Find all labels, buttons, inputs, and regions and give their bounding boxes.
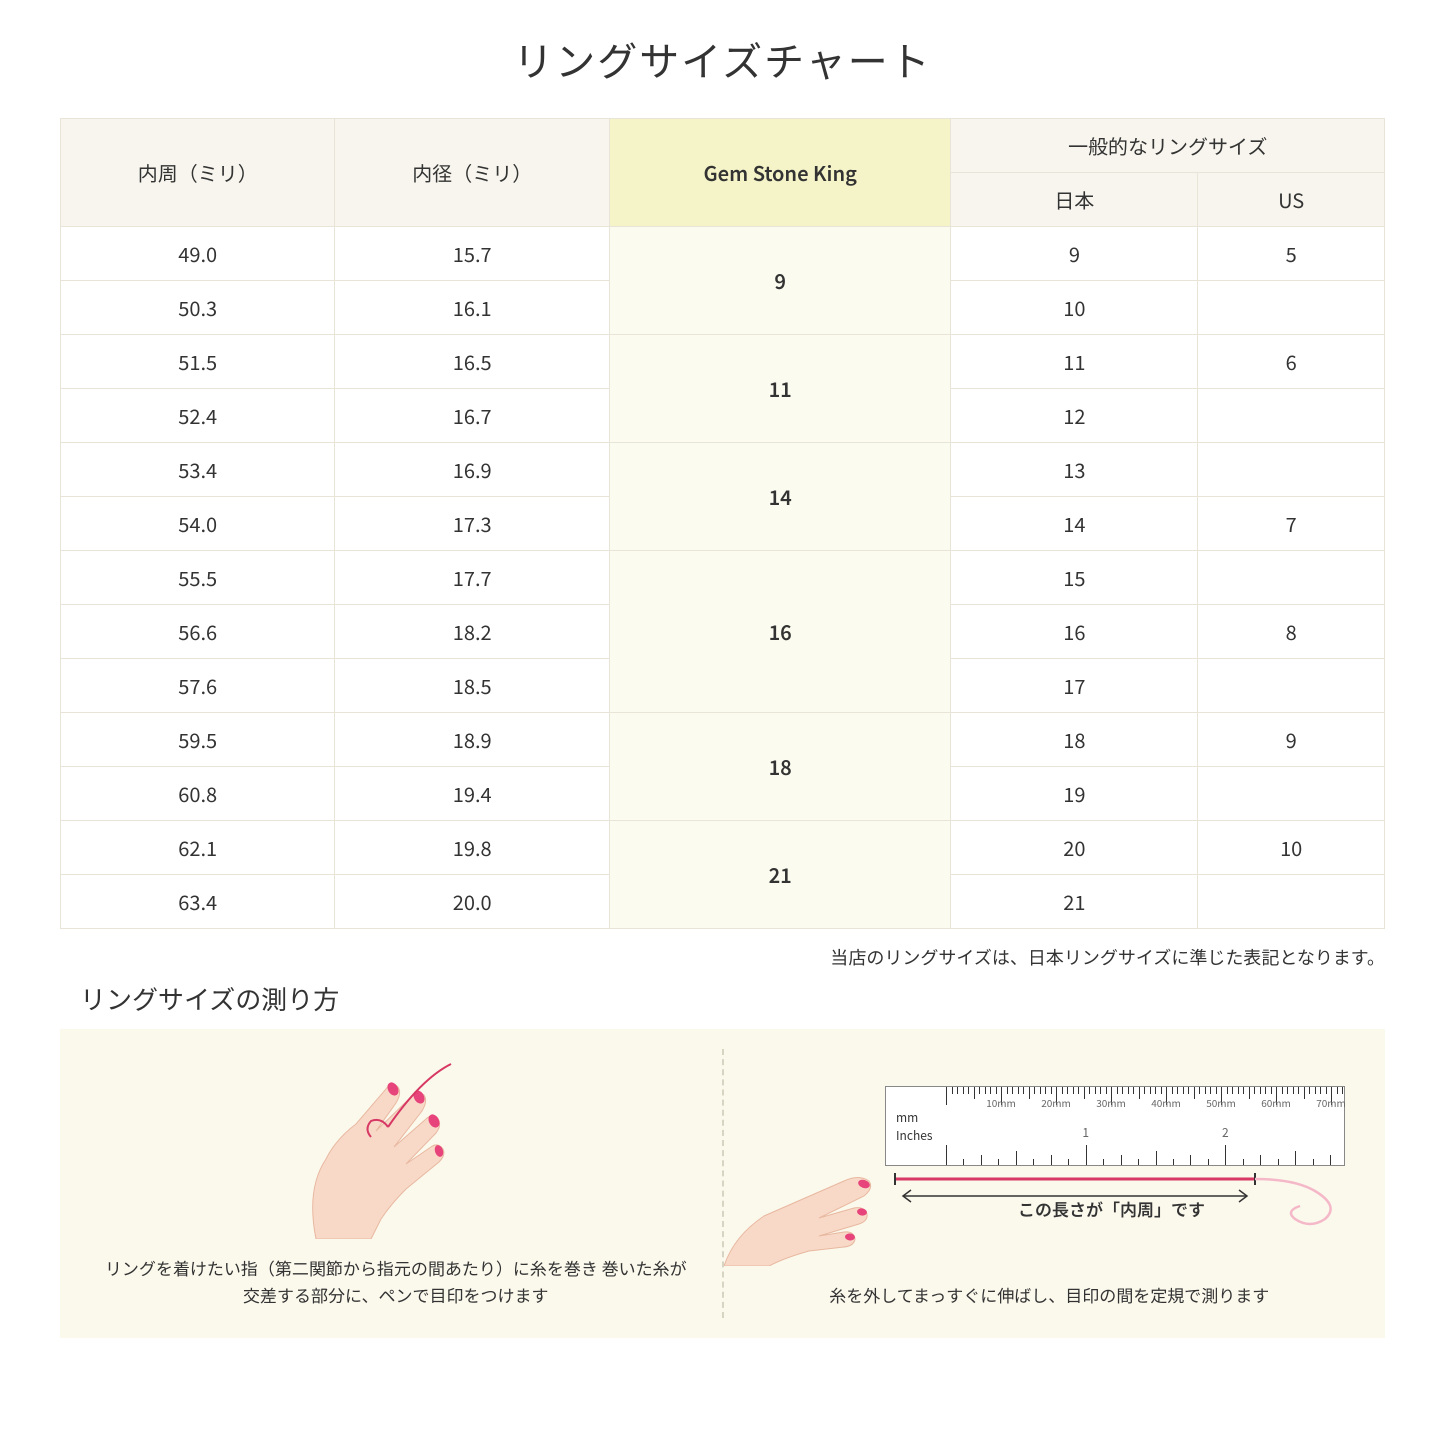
cell-diameter: 16.9 [335, 443, 609, 497]
cell-us: 6 [1198, 335, 1385, 389]
measure-label: この長さが「内周」です [1018, 1196, 1205, 1221]
cell-circumference: 62.1 [61, 821, 335, 875]
cell-japan: 21 [951, 875, 1198, 929]
cell-diameter: 17.3 [335, 497, 609, 551]
cell-gsk: 16 [609, 551, 950, 713]
cell-japan: 17 [951, 659, 1198, 713]
cell-japan: 19 [951, 767, 1198, 821]
cell-japan: 18 [951, 713, 1198, 767]
cell-circumference: 56.6 [61, 605, 335, 659]
cell-us: 10 [1198, 821, 1385, 875]
table-row: 62.119.8212010 [61, 821, 1385, 875]
cell-us: 9 [1198, 713, 1385, 767]
howto-left-caption: リングを着けたい指（第二関節から指元の間あたり）に糸を巻き 巻いた糸が交差する部… [100, 1254, 692, 1308]
cell-circumference: 59.5 [61, 713, 335, 767]
cell-us [1198, 281, 1385, 335]
cell-circumference: 53.4 [61, 443, 335, 497]
ruler-mm-mark: 50mm [1206, 1095, 1236, 1110]
cell-us: 5 [1198, 227, 1385, 281]
size-note: 当店のリングサイズは、日本リングサイズに準じた表記となります。 [60, 944, 1385, 970]
cell-diameter: 18.2 [335, 605, 609, 659]
cell-us [1198, 767, 1385, 821]
cell-japan: 14 [951, 497, 1198, 551]
header-japan: 日本 [951, 173, 1198, 227]
cell-gsk: 14 [609, 443, 950, 551]
cell-diameter: 18.5 [335, 659, 609, 713]
cell-us: 7 [1198, 497, 1385, 551]
table-row: 55.517.71615 [61, 551, 1385, 605]
cell-us [1198, 389, 1385, 443]
cell-circumference: 60.8 [61, 767, 335, 821]
cell-us: 8 [1198, 605, 1385, 659]
table-row: 59.518.918189 [61, 713, 1385, 767]
page-title: リングサイズチャート [60, 30, 1385, 88]
cell-circumference: 50.3 [61, 281, 335, 335]
cell-diameter: 20.0 [335, 875, 609, 929]
cell-japan: 12 [951, 389, 1198, 443]
cell-us [1198, 875, 1385, 929]
hand-pointing-icon [724, 1146, 924, 1266]
header-gsk: Gem Stone King [609, 119, 950, 227]
cell-diameter: 16.5 [335, 335, 609, 389]
ruler-in-label: Inches [896, 1127, 933, 1144]
header-diameter: 内径（ミリ） [335, 119, 609, 227]
header-general: 一般的なリングサイズ [951, 119, 1385, 173]
howto-section: リングを着けたい指（第二関節から指元の間あたり）に糸を巻き 巻いた糸が交差する部… [60, 1029, 1385, 1338]
cell-diameter: 19.4 [335, 767, 609, 821]
ruler-mm-mark: 60mm [1261, 1095, 1291, 1110]
cell-us [1198, 551, 1385, 605]
header-circumference: 内周（ミリ） [61, 119, 335, 227]
table-row: 51.516.511116 [61, 335, 1385, 389]
cell-circumference: 54.0 [61, 497, 335, 551]
ruler-in-mark: 1 [1082, 1124, 1089, 1141]
cell-circumference: 55.5 [61, 551, 335, 605]
cell-circumference: 51.5 [61, 335, 335, 389]
cell-japan: 16 [951, 605, 1198, 659]
hand-with-thread-icon [256, 1059, 536, 1239]
ruler-mm-mark: 20mm [1041, 1095, 1071, 1110]
cell-japan: 20 [951, 821, 1198, 875]
cell-circumference: 52.4 [61, 389, 335, 443]
cell-diameter: 16.1 [335, 281, 609, 335]
cell-gsk: 11 [609, 335, 950, 443]
ruler-mm-label: mm [896, 1109, 918, 1126]
cell-diameter: 17.7 [335, 551, 609, 605]
cell-us [1198, 443, 1385, 497]
ruler-in-mark: 2 [1222, 1124, 1229, 1141]
size-chart-table: 内周（ミリ） 内径（ミリ） Gem Stone King 一般的なリングサイズ … [60, 118, 1385, 929]
ruler-mm-mark: 10mm [986, 1095, 1016, 1110]
cell-gsk: 21 [609, 821, 950, 929]
cell-japan: 15 [951, 551, 1198, 605]
cell-diameter: 19.8 [335, 821, 609, 875]
howto-right-caption: 糸を外してまっすぐに伸ばし、目印の間を定規で測ります [829, 1281, 1269, 1308]
cell-diameter: 16.7 [335, 389, 609, 443]
ruler-mm-mark: 70mm [1316, 1095, 1346, 1110]
howto-left-panel: リングを着けたい指（第二関節から指元の間あたり）に糸を巻き 巻いた糸が交差する部… [80, 1049, 712, 1318]
cell-circumference: 57.6 [61, 659, 335, 713]
ruler-mm-mark: 30mm [1096, 1095, 1126, 1110]
cell-circumference: 49.0 [61, 227, 335, 281]
table-row: 49.015.7995 [61, 227, 1385, 281]
cell-gsk: 9 [609, 227, 950, 335]
ruler-mm-mark: 40mm [1151, 1095, 1181, 1110]
howto-right-panel: mm Inches 10mm 20mm 30mm 40mm 50mm 60mm 70mm 1 2… [734, 1049, 1366, 1318]
ruler-icon: mm Inches 10mm 20mm 30mm 40mm 50mm 60mm 70mm 1 2 [885, 1086, 1345, 1166]
cell-us [1198, 659, 1385, 713]
howto-title: リングサイズの測り方 [80, 980, 1385, 1017]
table-row: 53.416.91413 [61, 443, 1385, 497]
cell-japan: 10 [951, 281, 1198, 335]
cell-japan: 9 [951, 227, 1198, 281]
cell-diameter: 18.9 [335, 713, 609, 767]
header-us: US [1198, 173, 1385, 227]
cell-japan: 11 [951, 335, 1198, 389]
cell-circumference: 63.4 [61, 875, 335, 929]
cell-japan: 13 [951, 443, 1198, 497]
cell-gsk: 18 [609, 713, 950, 821]
cell-diameter: 15.7 [335, 227, 609, 281]
